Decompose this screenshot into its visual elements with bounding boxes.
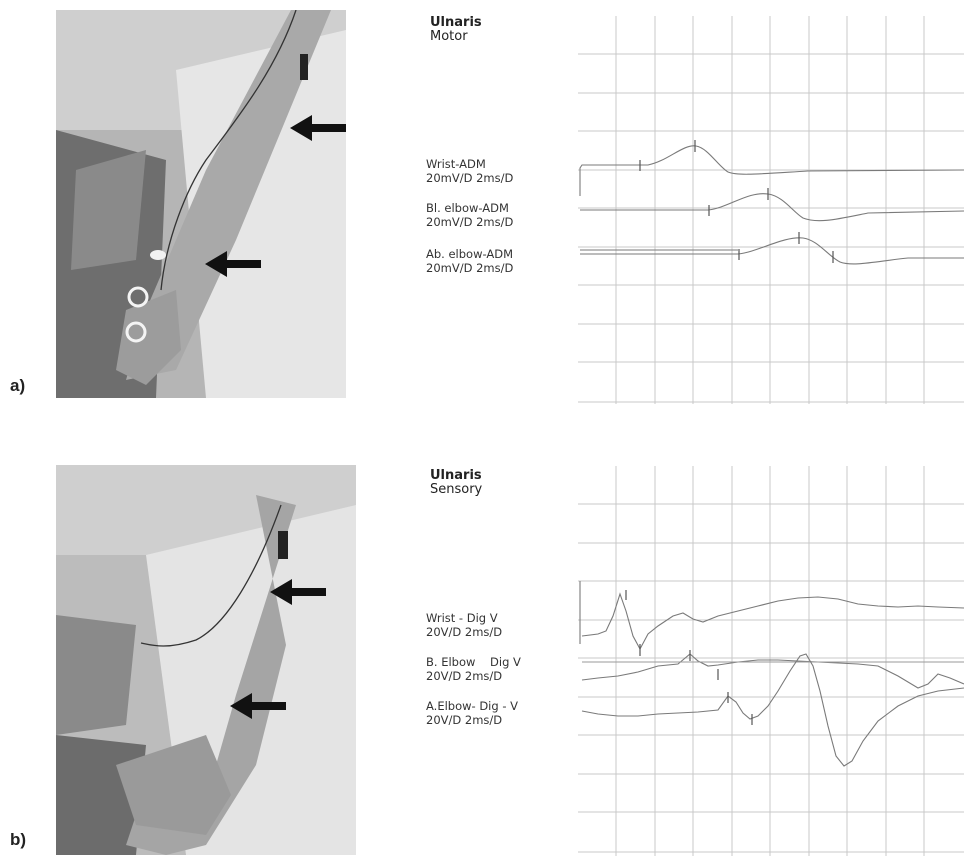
- motor-photo: [56, 10, 346, 398]
- motor-trace-above-elbow: [580, 237, 964, 265]
- sensory-trace-wrist: [581, 592, 964, 651]
- panel-b-label: b): [10, 830, 27, 849]
- motor-waveform-grid: [578, 16, 964, 404]
- arrow-icon-lower-b: [230, 693, 286, 719]
- trace-name: A.Elbow- Dig - V: [426, 699, 519, 713]
- trace-name: B. Elbow Dig V: [426, 655, 521, 669]
- arrow-icon-upper-b: [270, 579, 326, 605]
- trace-settings: 20mV/D 2ms/D: [426, 215, 514, 229]
- motor-study-type: Motor: [430, 29, 468, 44]
- trace-name: Ab. elbow-ADM: [426, 247, 514, 261]
- sensory-photo: [56, 465, 356, 855]
- trace-name: Bl. elbow-ADM: [426, 201, 509, 215]
- sensory-nerve-name: Ulnaris: [430, 468, 482, 483]
- motor-title: Ulnaris Motor: [430, 16, 482, 44]
- trace-settings: 20V/D 2ms/D: [426, 625, 503, 639]
- sensory-waveform-grid: [578, 466, 964, 856]
- sensory-trace-label-3: A.Elbow- Dig - V 20V/D 2ms/D: [426, 699, 518, 727]
- motor-nerve-name: Ulnaris: [430, 15, 482, 30]
- sensory-study-type: Sensory: [430, 482, 483, 497]
- arrow-icon-lower-a: [205, 251, 261, 277]
- trace-settings: 20mV/D 2ms/D: [426, 261, 514, 275]
- sensory-title: Ulnaris Sensory: [430, 469, 482, 497]
- trace-settings: 20V/D 2ms/D: [426, 669, 503, 683]
- panel-a-label: a): [10, 376, 26, 395]
- trace-settings: 20V/D 2ms/D: [426, 713, 503, 727]
- motor-trace-label-1: Wrist-ADM 20mV/D 2ms/D: [426, 157, 513, 185]
- sensory-trace-above-elbow: [581, 653, 964, 767]
- sensory-trace-below-elbow: [581, 653, 964, 689]
- motor-trace-below-elbow: [580, 193, 964, 222]
- sensory-trace-label-2: B. Elbow Dig V 20V/D 2ms/D: [426, 655, 521, 683]
- motor-trace-wrist: [579, 145, 964, 196]
- trace-settings: 20mV/D 2ms/D: [426, 171, 514, 185]
- motor-trace-label-3: Ab. elbow-ADM 20mV/D 2ms/D: [426, 247, 513, 275]
- arrow-icon-upper-a: [290, 115, 346, 141]
- motor-trace-label-2: Bl. elbow-ADM 20mV/D 2ms/D: [426, 201, 513, 229]
- trace-name: Wrist - Dig V: [426, 611, 498, 625]
- sensory-trace-label-1: Wrist - Dig V 20V/D 2ms/D: [426, 611, 502, 639]
- trace-name: Wrist-ADM: [426, 157, 486, 171]
